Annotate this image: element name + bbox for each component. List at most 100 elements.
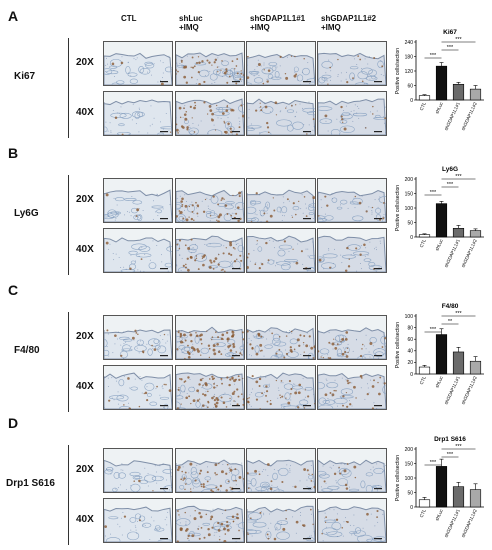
ihc-stain-image: [176, 499, 244, 542]
x-tick-label: CTL: [419, 101, 427, 111]
x-tick-label: CTL: [419, 238, 427, 248]
bar: [435, 466, 448, 508]
significance-label: ***: [430, 460, 437, 466]
bar: [452, 83, 465, 101]
ihc-stain-image: [104, 449, 172, 492]
micrograph: [103, 41, 173, 86]
bar-chart: Ki67 Positive cells/section 0 60 120 180 240 CT…: [392, 8, 492, 143]
ihc-stain-image: [247, 229, 315, 272]
panel-letter: A: [8, 8, 19, 24]
ihc-stain-image: [247, 366, 315, 409]
x-tick-label: shGDAP1L1#1: [443, 238, 461, 268]
bar-chart: Ly6G Positive cells/section 0 50 100 150 200 CT…: [392, 145, 492, 280]
y-axis-label: Positive cells/section: [395, 455, 401, 501]
y-tick-label: 50: [407, 490, 413, 496]
magnification-label: 40X: [76, 514, 94, 525]
micrograph: [317, 228, 387, 273]
chart-svg: Ly6G Positive cells/section 0 50 100 150 200 CT…: [395, 166, 484, 268]
ihc-stain-image: [104, 179, 172, 222]
significance-label: ***: [447, 182, 454, 188]
magnification-label: 40X: [76, 244, 94, 255]
micrograph: [103, 365, 173, 410]
ihc-stain-image: [176, 42, 244, 85]
magnification-label: 40X: [76, 381, 94, 392]
micrograph: [317, 315, 387, 360]
ihc-stain-image: [104, 316, 172, 359]
x-tick-label: shGDAP1L1#2: [460, 101, 478, 131]
chart-svg: Ki67 Positive cells/section 0 60 120 180 240 CT…: [395, 29, 484, 131]
ihc-stain-image: [318, 179, 386, 222]
chart-title: Ki67: [443, 29, 457, 36]
bar: [418, 366, 431, 375]
significance-label: ***: [455, 174, 462, 180]
bracket-line: [68, 445, 69, 545]
ihc-stain-image: [247, 42, 315, 85]
panel-letter: C: [8, 282, 19, 298]
x-tick-label: shGDAP1L1#2: [460, 238, 478, 268]
panel-letter: D: [8, 415, 19, 431]
x-tick-label: CTL: [419, 508, 427, 518]
micrograph: [103, 228, 173, 273]
bar-chart: Drp1 S616 Positive cells/section 0 50 100 150…: [392, 415, 492, 550]
micrograph: [246, 91, 316, 136]
y-tick-label: 240: [405, 40, 414, 46]
micrograph: [246, 315, 316, 360]
y-tick-label: 100: [405, 206, 414, 212]
ihc-stain-image: [104, 229, 172, 272]
chart-svg: Drp1 S616 Positive cells/section 0 50 100 150…: [395, 436, 484, 538]
ihc-stain-image: [104, 366, 172, 409]
y-tick-label: 100: [405, 314, 414, 320]
significance-label: ***: [447, 45, 454, 51]
ihc-stain-image: [247, 179, 315, 222]
bar: [435, 65, 448, 101]
y-tick-label: 200: [405, 447, 414, 453]
magnification-label: 40X: [76, 107, 94, 118]
y-tick-label: 80: [407, 325, 413, 331]
micrograph: [103, 91, 173, 136]
ihc-stain-image: [176, 366, 244, 409]
y-tick-label: 150: [405, 461, 414, 467]
marker-label: Ly6G: [14, 208, 39, 219]
column-header: shGDAP1L1#2 +IMQ: [321, 14, 377, 32]
micrograph: [246, 41, 316, 86]
bar: [452, 486, 465, 508]
magnification-label: 20X: [76, 57, 94, 68]
magnification-label: 20X: [76, 464, 94, 475]
bracket-line: [68, 312, 69, 412]
marker-label: Drp1 S616: [6, 478, 55, 489]
bar: [469, 360, 482, 375]
bar: [452, 228, 465, 238]
micrograph: [103, 498, 173, 543]
ihc-stain-image: [104, 42, 172, 85]
x-tick-label: CTL: [419, 375, 427, 385]
micrograph: [246, 498, 316, 543]
micrograph: [317, 448, 387, 493]
x-tick-label: shLuc: [434, 375, 444, 389]
significance-label: ***: [430, 327, 437, 333]
column-header: shGDAP1L1#1 +IMQ: [250, 14, 306, 32]
y-axis-label: Positive cells/section: [395, 322, 401, 368]
micrograph: [317, 91, 387, 136]
micrograph: [246, 228, 316, 273]
micrograph: [317, 365, 387, 410]
y-tick-label: 0: [410, 235, 413, 241]
micrograph: [317, 178, 387, 223]
ihc-stain-image: [318, 92, 386, 135]
micrograph: [175, 315, 245, 360]
ihc-stain-image: [247, 449, 315, 492]
y-tick-label: 120: [405, 69, 414, 75]
significance-label: ***: [455, 311, 462, 317]
ihc-stain-image: [318, 449, 386, 492]
micrograph: [103, 315, 173, 360]
y-tick-label: 0: [410, 98, 413, 104]
ihc-stain-image: [104, 92, 172, 135]
y-tick-label: 20: [407, 360, 413, 366]
micrograph: [103, 448, 173, 493]
ihc-stain-image: [318, 42, 386, 85]
micrograph: [246, 448, 316, 493]
column-header: shLuc +IMQ: [179, 14, 203, 32]
x-tick-label: shLuc: [434, 238, 444, 252]
ihc-stain-image: [176, 92, 244, 135]
y-tick-label: 0: [410, 372, 413, 378]
micrograph: [246, 365, 316, 410]
